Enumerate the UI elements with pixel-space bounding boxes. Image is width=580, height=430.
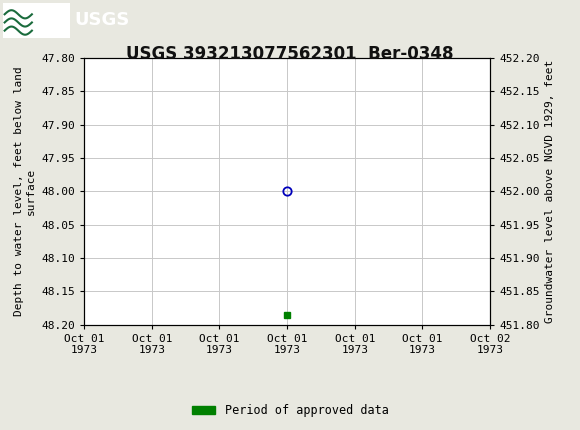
Y-axis label: Depth to water level, feet below land
surface: Depth to water level, feet below land su… bbox=[14, 67, 36, 316]
Text: USGS 393213077562301  Ber-0348: USGS 393213077562301 Ber-0348 bbox=[126, 45, 454, 63]
Legend: Period of approved data: Period of approved data bbox=[187, 399, 393, 422]
Y-axis label: Groundwater level above NGVD 1929, feet: Groundwater level above NGVD 1929, feet bbox=[545, 60, 555, 323]
Bar bbox=[3, 3, 70, 37]
Text: USGS: USGS bbox=[74, 12, 129, 29]
